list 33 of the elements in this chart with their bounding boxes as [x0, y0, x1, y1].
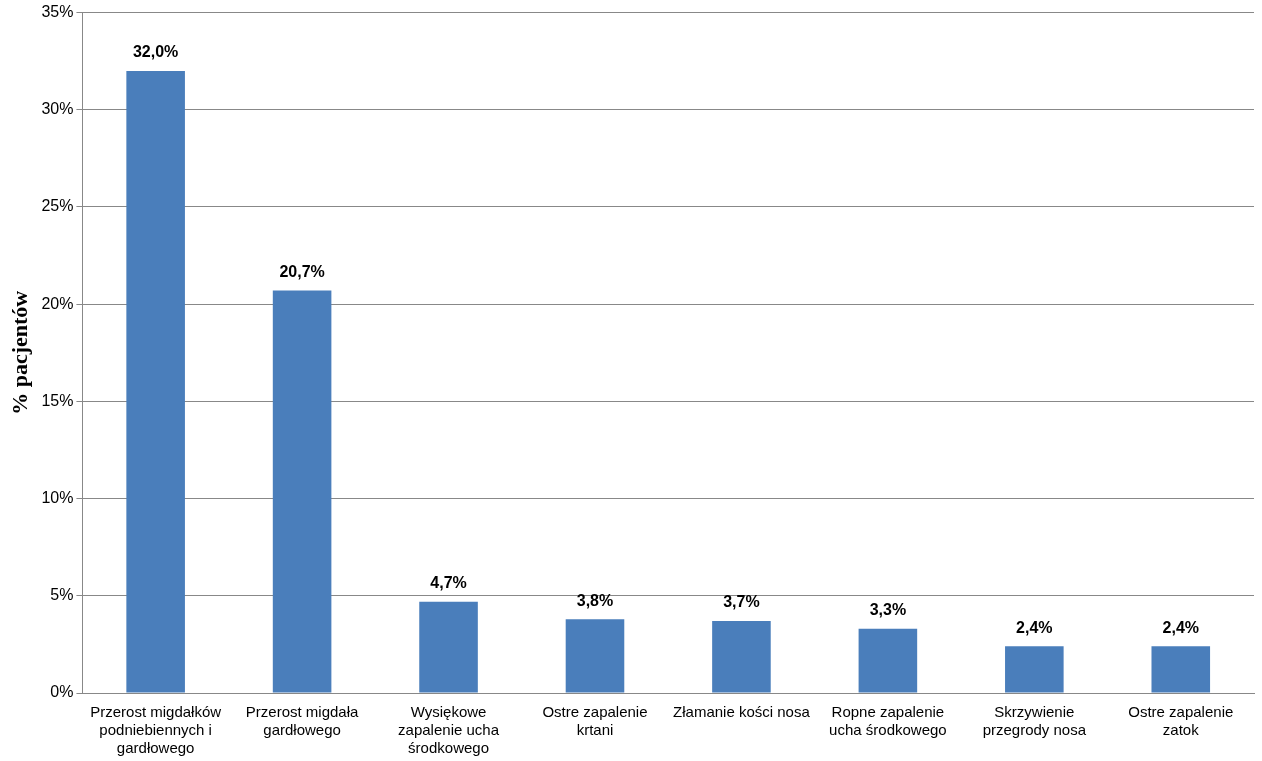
data-label: 3,3% [869, 601, 907, 619]
x-tick-label: Przerost migdała gardłowego [245, 703, 360, 739]
data-label: 4,7% [430, 574, 467, 592]
data-label: 20,7% [279, 263, 325, 280]
bar [712, 621, 771, 693]
y-tick-label: 10% [41, 489, 74, 507]
data-label: 2,4% [1016, 618, 1053, 636]
bar [565, 619, 625, 693]
bar [1151, 646, 1211, 693]
x-tick-label: Przerost migdałków podniebiennych i gardłowego [90, 703, 222, 757]
data-label: 3,7% [723, 593, 760, 611]
y-tick-label: 5% [50, 586, 74, 604]
bar [1005, 646, 1064, 693]
data-label: 3,8% [576, 591, 614, 609]
x-tick-label: Skrzywienie przegrody nosa [982, 703, 1087, 739]
data-label: 2,4% [1162, 618, 1200, 636]
x-tick-label: Wysiękowe zapalenie ucha środkowego [398, 703, 500, 757]
x-tick-label: Ropne zapalenie ucha środkowego [829, 703, 947, 739]
y-tick-label: 30% [41, 100, 74, 118]
x-tick-label: Ostre zapalenie zatok [1128, 703, 1234, 739]
y-tick-label: 35% [41, 3, 74, 21]
y-tick-label: 25% [41, 197, 74, 215]
data-label: 32,0% [132, 43, 179, 61]
bar [126, 70, 185, 693]
y-tick-label: 20% [41, 294, 74, 312]
y-axis-title: % pacjentów [6, 290, 32, 415]
y-tick-label: 0% [50, 683, 74, 701]
x-tick-label: Złamanie kości nosa [673, 703, 811, 721]
y-tick-label: 15% [41, 391, 74, 409]
bar [419, 601, 478, 693]
x-tick-label: Ostre zapalenie krtani [542, 703, 648, 739]
bar [272, 290, 332, 693]
bar [858, 628, 918, 693]
